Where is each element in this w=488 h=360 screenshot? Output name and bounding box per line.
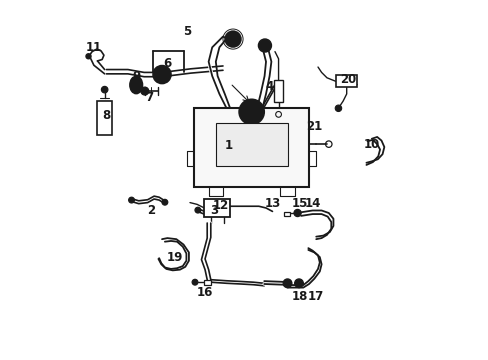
Bar [335, 75, 357, 87]
Circle shape [101, 86, 108, 93]
Text: 11: 11 [85, 41, 102, 54]
Circle shape [293, 210, 301, 217]
Text: 21: 21 [305, 120, 322, 133]
Text: 4: 4 [265, 80, 273, 93]
Text: 15: 15 [291, 197, 307, 210]
Text: 6: 6 [163, 57, 171, 70]
Polygon shape [194, 108, 308, 187]
Bar [215, 123, 287, 166]
Text: 3: 3 [209, 204, 218, 217]
Bar [204, 199, 230, 217]
Text: 19: 19 [166, 251, 183, 264]
Text: 2: 2 [147, 204, 155, 217]
Bar [274, 80, 282, 102]
Circle shape [239, 99, 264, 125]
Text: 14: 14 [304, 197, 320, 210]
Circle shape [285, 281, 289, 285]
Text: 10: 10 [363, 138, 379, 150]
Circle shape [86, 54, 91, 59]
Circle shape [335, 105, 341, 112]
Circle shape [294, 279, 303, 288]
Circle shape [283, 279, 291, 288]
Circle shape [141, 87, 148, 95]
Circle shape [195, 207, 201, 213]
Text: 9: 9 [133, 69, 141, 82]
Bar [204, 280, 210, 285]
Circle shape [153, 66, 171, 84]
Text: 18: 18 [291, 290, 307, 303]
Text: 17: 17 [307, 290, 324, 303]
Circle shape [224, 31, 241, 47]
Bar [284, 212, 290, 216]
Text: 16: 16 [197, 287, 213, 300]
Text: 13: 13 [264, 197, 281, 210]
Circle shape [128, 197, 134, 203]
Text: 7: 7 [145, 91, 153, 104]
Circle shape [162, 199, 167, 205]
Ellipse shape [130, 76, 142, 94]
Text: 12: 12 [213, 199, 229, 212]
Circle shape [296, 281, 301, 285]
Text: 20: 20 [340, 73, 356, 86]
Bar [97, 101, 112, 135]
Text: 5: 5 [183, 25, 191, 38]
Text: 1: 1 [224, 139, 232, 152]
Circle shape [192, 279, 198, 285]
Text: 8: 8 [102, 109, 110, 122]
Circle shape [258, 39, 271, 52]
